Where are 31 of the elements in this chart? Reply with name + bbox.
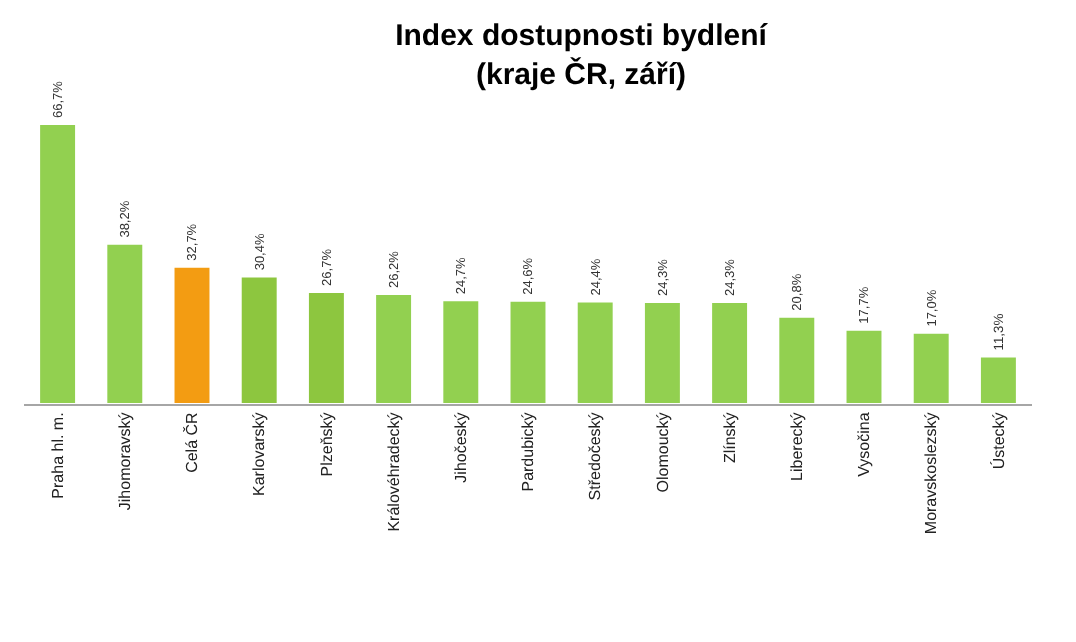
bar [239, 275, 279, 404]
x-tick-label: Pardubický [519, 412, 538, 492]
x-tick-label: Zlínský [720, 412, 739, 464]
bar [911, 331, 951, 404]
x-tick-label: Moravskoslezský [922, 412, 941, 535]
bar [844, 328, 884, 404]
bar [777, 315, 817, 404]
bar [710, 301, 750, 404]
x-tick-label: Olomoucký [653, 412, 672, 493]
chart-title: Index dostupnosti bydlení (kraje ČR, září) [395, 18, 769, 92]
bar [441, 299, 481, 404]
bar [374, 293, 414, 404]
x-tick-label: Praha hl. m. [48, 412, 67, 499]
x-tick-label: Vysočina [855, 411, 874, 477]
bar [575, 300, 615, 404]
bar [105, 242, 145, 404]
bar [978, 355, 1018, 404]
x-tick-label: Královéhradecký [384, 412, 403, 532]
x-tick-label: Středočeský [586, 412, 605, 501]
x-tick-label: Karlovarský [250, 412, 269, 496]
bar [508, 299, 548, 404]
x-tick-label: Jihočeský [452, 412, 470, 483]
x-tick-label: Liberecký [788, 412, 806, 481]
x-tick-label: Celá ČR [183, 411, 202, 473]
x-tick-label: Plzeňský [317, 412, 336, 477]
x-tick-label: Jihomoravský [116, 412, 134, 511]
bar [172, 265, 212, 404]
bar [306, 290, 346, 404]
bar [642, 301, 682, 404]
x-tick-label: Ústecký [989, 412, 1008, 470]
bar [38, 124, 78, 404]
